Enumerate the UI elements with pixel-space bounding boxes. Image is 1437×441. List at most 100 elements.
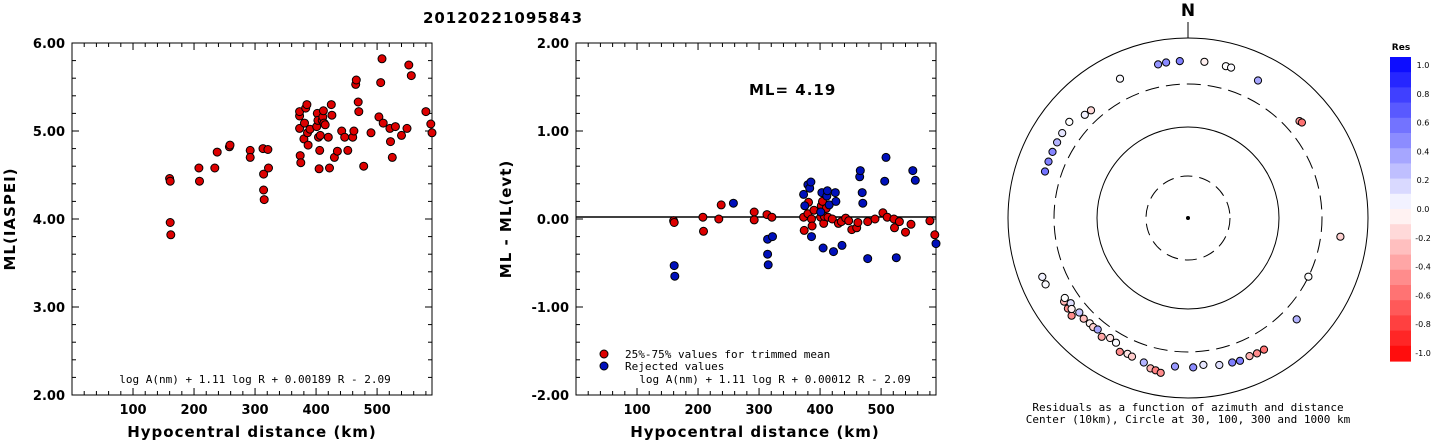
station-marker [1252, 349, 1262, 358]
data-point [259, 169, 269, 179]
station-marker [1156, 368, 1165, 377]
colorbar-cell [1390, 315, 1411, 332]
rejected-point [829, 247, 838, 257]
station-marker [1106, 333, 1115, 343]
station-marker [1067, 311, 1076, 320]
data-point [870, 214, 880, 224]
station-marker [1139, 358, 1148, 367]
data-point [165, 218, 175, 227]
rejected-point [858, 198, 868, 208]
data-point [366, 128, 376, 138]
data-point [353, 97, 363, 107]
rejected-point [880, 176, 890, 186]
rejected-point [863, 254, 873, 264]
rejected-point [799, 189, 809, 199]
colorbar-cell [1390, 285, 1411, 301]
data-point [343, 145, 353, 155]
legend: 25%-75% values for trimmed mean Rejected… [599, 348, 830, 373]
colorbar-cell [1390, 148, 1411, 164]
rejected-point [855, 166, 865, 176]
data-point [669, 218, 679, 227]
colorbar-cell [1390, 57, 1411, 73]
rejected-point [837, 240, 847, 250]
data-point [426, 119, 436, 129]
data-point [212, 147, 222, 157]
y-tick-label: 2.00 [33, 389, 65, 404]
station-marker [1127, 352, 1137, 361]
colorbar-cell [1390, 133, 1411, 149]
y-tick-label: -1.00 [532, 301, 569, 316]
data-point [807, 221, 817, 231]
station-marker [1235, 356, 1245, 365]
data-point [406, 71, 416, 81]
rejected-point [822, 186, 832, 196]
data-point [194, 163, 204, 173]
colorbar-cell [1390, 345, 1411, 362]
rejected-point [816, 207, 826, 217]
colorbar-cell [1390, 87, 1411, 104]
data-point [699, 226, 708, 236]
station-marker [1115, 347, 1124, 356]
rejected-point [910, 175, 920, 185]
data-point [749, 215, 759, 225]
x-tick-label: 500 [364, 403, 391, 418]
data-point [325, 163, 334, 173]
data-point [767, 212, 777, 222]
colorbar-tick-label: -0.2 [1415, 234, 1431, 243]
data-point [421, 107, 431, 117]
chart-ml-vs-distance: 100 200 300 400 500 2.00 3.00 4.00 5.00 6.00 log … [1, 37, 437, 441]
station-marker [1175, 57, 1184, 66]
station-marker [1259, 345, 1269, 354]
polar-residual-map: N Residuals as a function of azimuth and… [1007, 1, 1369, 426]
colorbar-cell [1390, 239, 1411, 256]
colorbar-cells [1390, 57, 1411, 362]
y-axis-label: ML(IASPEI) [1, 167, 19, 270]
legend-label-rejected: Rejected values [625, 360, 724, 373]
rejected-point [806, 177, 816, 187]
station-marker [1075, 308, 1084, 317]
rejected-point [908, 166, 918, 176]
north-label: N [1181, 1, 1195, 21]
colorbar-cell [1390, 254, 1411, 271]
legend-label-accepted: 25%-75% values for trimmed mean [625, 348, 830, 361]
data-point [320, 120, 330, 130]
data-point [376, 78, 386, 88]
station-marker [1067, 304, 1076, 314]
colorbar-tick-label: 0.0 [1417, 205, 1430, 214]
legend-marker-accepted [599, 349, 609, 359]
colorbar-cell [1390, 163, 1411, 180]
legend-marker-rejected [599, 361, 609, 371]
station-marker [1162, 58, 1171, 67]
data-point [906, 219, 916, 229]
data-point [354, 107, 364, 117]
colorbar-cell [1390, 117, 1411, 134]
data-point [245, 152, 255, 162]
rejected-point [669, 261, 679, 271]
data-point [377, 54, 387, 64]
station-marker [1215, 360, 1224, 370]
data-point [318, 106, 328, 116]
plot-frame [71, 42, 433, 396]
station-marker [1189, 363, 1198, 372]
station-marker [1097, 332, 1106, 341]
colorbar-labels: 1.0 0.8 0.6 0.4 0.2 0.0 -0.2 -0.4 -0.6 -0.8 -1.0 [1415, 61, 1431, 358]
x-tick-label: 400 [806, 403, 833, 418]
ring-100km [1096, 126, 1280, 310]
x-axis-label: Hypocentral distance (km) [630, 423, 880, 441]
colorbar-tick-label: 1.0 [1417, 61, 1430, 70]
rejected-point [763, 249, 773, 259]
colorbar-cell [1390, 300, 1411, 316]
data-points [669, 152, 941, 281]
data-point [397, 130, 406, 140]
x-axis-label: Hypocentral distance (km) [127, 423, 377, 441]
data-point [166, 230, 176, 240]
formula-text: log A(nm) + 1.11 log R + 0.00189 R - 2.0… [119, 373, 391, 386]
station-marker [1253, 76, 1263, 85]
data-point [323, 132, 333, 142]
data-point [901, 227, 910, 237]
data-point [827, 214, 837, 224]
ring-300km [1053, 83, 1323, 353]
data-point [315, 130, 325, 140]
data-point [378, 118, 388, 128]
data-point [326, 100, 336, 110]
